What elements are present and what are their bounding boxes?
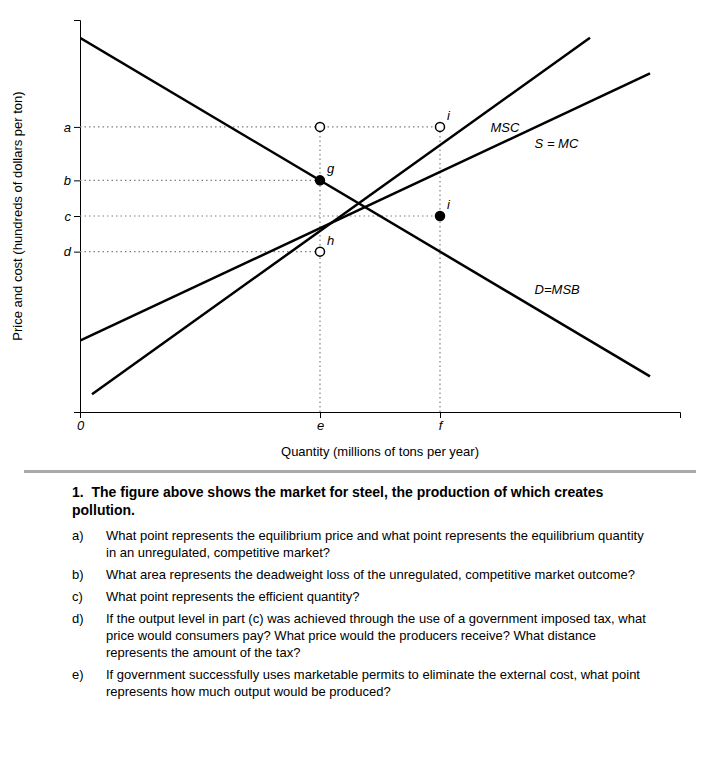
y-axis: a b c d	[64, 21, 81, 413]
plot-area	[80, 38, 650, 412]
reference-line	[80, 251, 320, 252]
annotations: MSC S = MC D=MSB g h i i	[327, 108, 580, 297]
filled-point	[316, 176, 325, 185]
tick-mark	[74, 216, 80, 217]
point-label: i	[447, 108, 451, 123]
question-item: b)What area represents the deadweight lo…	[72, 566, 648, 583]
question-item: c)What point represents the efficient qu…	[72, 588, 648, 605]
tick-label: 0	[77, 418, 85, 433]
line-label: S = MC	[535, 136, 579, 151]
question-label: e)	[72, 666, 106, 700]
y-axis-title: Price and cost (hundreds of dollars per …	[10, 91, 25, 340]
tick-mark	[320, 412, 321, 418]
tick-label: b	[64, 173, 71, 188]
tick-mark	[74, 252, 80, 253]
tick: a	[64, 120, 80, 135]
chart: 0 e f a b c d Quantity (millions of tons per ye…	[0, 0, 720, 470]
question-text: What area represents the deadweight loss…	[106, 566, 648, 583]
question-text: If government successfully uses marketab…	[106, 666, 648, 700]
tick: f	[439, 412, 444, 433]
question-text: If the output level in part (c) was achi…	[106, 610, 648, 661]
question-intro: 1. The figure above shows the market for…	[72, 483, 648, 519]
question-item: d)If the output level in part (c) was ac…	[72, 610, 648, 661]
question-label: a)	[72, 527, 106, 561]
reference-line	[80, 215, 440, 216]
tick-mark	[440, 412, 441, 418]
tick-label: a	[64, 120, 71, 135]
x-axis-title: Quantity (millions of tons per year)	[281, 444, 479, 459]
question-label: c)	[72, 588, 106, 605]
point-label: i	[447, 197, 451, 212]
reference-line	[80, 180, 320, 181]
question-label: b)	[72, 566, 106, 583]
axis-line	[81, 413, 681, 419]
question-label: d)	[72, 610, 106, 661]
reference-line	[319, 127, 320, 412]
question-text: What point represents the efficient quan…	[106, 588, 648, 605]
tick: e	[317, 412, 324, 433]
reference-line	[439, 127, 440, 412]
open-point	[316, 122, 325, 131]
open-point	[316, 247, 325, 256]
reference-line	[80, 126, 440, 127]
question-item: a)What point represents the equilibrium …	[72, 527, 648, 561]
tick-label: d	[64, 244, 72, 259]
open-point	[436, 122, 445, 131]
point-label: g	[327, 161, 335, 176]
series-line	[92, 38, 590, 394]
tick: 0	[77, 412, 85, 433]
tick-mark	[74, 180, 80, 181]
x-axis: 0 e f	[77, 412, 681, 433]
line-label: D=MSB	[535, 282, 580, 297]
question-text: What point represents the equilibrium pr…	[106, 527, 648, 561]
tick-mark	[74, 127, 80, 128]
questions: 1. The figure above shows the market for…	[24, 470, 696, 700]
tick-label: e	[317, 418, 324, 433]
tick: b	[64, 173, 80, 188]
question-item: e)If government successfully uses market…	[72, 666, 648, 700]
tick: d	[64, 244, 80, 259]
tick-label: c	[65, 209, 72, 224]
series-line	[80, 38, 650, 377]
axis-line	[74, 21, 81, 413]
point-label: h	[327, 233, 334, 248]
tick-label: f	[439, 418, 444, 433]
tick: c	[65, 209, 81, 224]
filled-point	[436, 212, 445, 221]
line-label: MSC	[490, 120, 520, 135]
